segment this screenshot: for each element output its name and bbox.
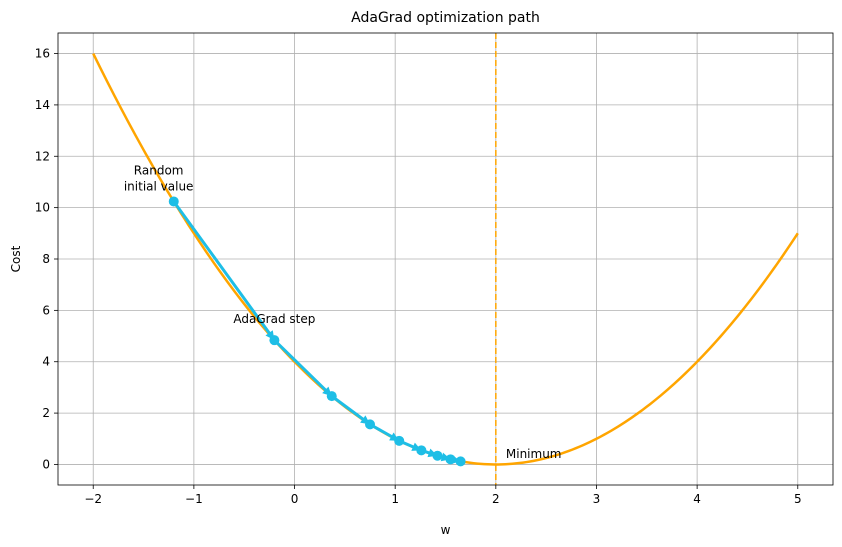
annotation-adagrad-step: AdaGrad step bbox=[233, 312, 315, 326]
annotation-line: AdaGrad step bbox=[233, 312, 315, 326]
x-tick-label: 5 bbox=[794, 492, 802, 506]
chart-title: AdaGrad optimization path bbox=[351, 10, 540, 26]
x-tick-label: −2 bbox=[84, 492, 102, 506]
y-tick-label: 2 bbox=[42, 406, 50, 420]
y-tick-label: 4 bbox=[42, 355, 50, 369]
y-tick-label: 14 bbox=[35, 98, 50, 112]
adagrad-point bbox=[168, 196, 179, 207]
annotation-line: initial value bbox=[124, 179, 194, 193]
y-tick-label: 10 bbox=[35, 201, 50, 215]
adagrad-point bbox=[445, 454, 456, 465]
x-tick-label: 3 bbox=[593, 492, 601, 506]
adagrad-point bbox=[365, 419, 376, 430]
y-tick-label: 0 bbox=[42, 457, 50, 471]
x-tick-label: 4 bbox=[693, 492, 701, 506]
adagrad-point bbox=[394, 435, 405, 446]
annotation-minimum: Minimum bbox=[506, 447, 562, 461]
y-tick-label: 8 bbox=[42, 252, 50, 266]
y-tick-label: 6 bbox=[42, 303, 50, 317]
annotation-line: Minimum bbox=[506, 447, 562, 461]
plot-area bbox=[92, 33, 799, 485]
x-tick-label: 1 bbox=[391, 492, 399, 506]
adagrad-point bbox=[416, 445, 427, 456]
x-axis-label: w bbox=[441, 523, 451, 537]
adagrad-point bbox=[326, 391, 337, 402]
adagrad-point bbox=[269, 335, 280, 346]
adagrad-point bbox=[432, 450, 443, 461]
annotation-random-initial-value: Random initial value bbox=[124, 163, 194, 193]
adagrad-path-line bbox=[172, 200, 461, 463]
y-axis-label: Cost bbox=[9, 245, 23, 272]
x-tick-label: 0 bbox=[291, 492, 299, 506]
adagrad-point bbox=[455, 456, 466, 467]
y-tick-label: 12 bbox=[35, 149, 50, 163]
y-tick-label: 16 bbox=[35, 47, 50, 61]
grid bbox=[58, 33, 833, 485]
annotation-line: Random bbox=[134, 163, 184, 177]
x-tick-label: 2 bbox=[492, 492, 500, 506]
annotations: Random initial value AdaGrad step Minimum bbox=[124, 163, 562, 461]
x-tick-label: −1 bbox=[185, 492, 203, 506]
